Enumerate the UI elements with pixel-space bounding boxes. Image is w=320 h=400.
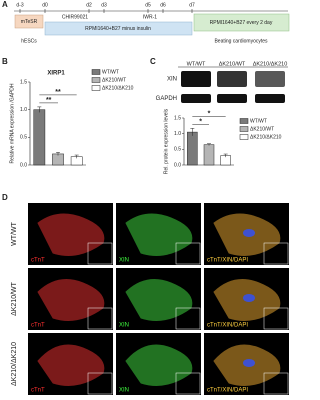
error-bar <box>37 106 42 113</box>
lane-label: WT/WT <box>187 61 206 67</box>
stage-label: hESCs <box>21 38 37 44</box>
legend-label: ΔK210/WT <box>250 126 274 132</box>
significance-label: * <box>199 119 202 126</box>
significance-label: ** <box>55 89 61 96</box>
stage-label: RPMI1640+B27 minus insulin <box>85 26 151 32</box>
stage-label: Beating cardiomyocytes <box>214 38 268 44</box>
error-bar <box>74 154 79 159</box>
inset <box>175 372 201 395</box>
y-tick-label: 1.5 <box>174 115 181 121</box>
cell-stain <box>125 279 193 321</box>
y-axis-label: Relative mRNA expression /GAPDH <box>9 83 15 163</box>
y-tick-label: 0.5 <box>20 135 27 141</box>
maintenance-box <box>193 13 290 32</box>
y-tick-label: 0.5 <box>174 147 181 153</box>
nucleus-stain <box>243 359 255 367</box>
bar <box>187 131 198 166</box>
lane-label: ΔK210/ΔK210 <box>253 61 288 67</box>
legend-label: WT/WT <box>250 118 267 124</box>
channel-label: XIN <box>119 388 129 394</box>
gapdh-band <box>255 94 285 103</box>
cell-stain <box>37 344 105 386</box>
row-label: ΔK210/WT <box>11 281 18 316</box>
day-label: d6 <box>160 2 166 8</box>
legend-swatch <box>239 118 249 124</box>
y-tick-label: 1.0 <box>20 107 27 113</box>
stage-label: mTeSR <box>21 19 38 25</box>
cell-stain <box>37 213 105 256</box>
y-tick-label: 0.0 <box>174 162 181 168</box>
inset <box>263 372 289 395</box>
day-label: d3 <box>101 2 107 8</box>
inset <box>87 307 113 330</box>
y-tick-label: 0.0 <box>20 162 27 168</box>
channel-label: XIN <box>119 323 129 329</box>
legend-label: ΔK210/ΔK210 <box>250 134 282 140</box>
channel-label: cTnT/XIN/DAPI <box>207 258 248 264</box>
y-axis-label: Rel. protein expression levels <box>163 108 169 174</box>
protein-label: GAPDH <box>156 96 177 102</box>
day-label: d-3 <box>16 2 23 8</box>
legend-swatch <box>91 85 101 91</box>
bar <box>203 144 215 166</box>
error-bar <box>190 128 195 136</box>
stage-label: CHIR99021 <box>62 14 88 20</box>
y-tick-label: 1.5 <box>20 79 27 85</box>
cell-stain <box>125 344 193 386</box>
xin-band <box>181 71 211 87</box>
legend-label: ΔK210/WT <box>102 77 126 83</box>
panel-label: D <box>2 193 8 202</box>
bar <box>33 109 46 166</box>
figure: A B C Dd-3 d0 d2 d3 d5 d6 d7 mTeSR hESCs CHIR99021 RP… <box>2 0 290 395</box>
protein-label: XIN <box>167 77 177 83</box>
error-bar <box>223 153 228 158</box>
legend-label: ΔK210/ΔK210 <box>102 85 134 91</box>
channel-label: XIN <box>119 258 129 264</box>
row-label: ΔK210/ΔK210 <box>11 342 18 386</box>
gapdh-band <box>181 94 211 103</box>
significance-label: ** <box>46 97 52 104</box>
lane-label: ΔK210/WT <box>219 61 246 67</box>
nucleus-stain <box>243 229 255 237</box>
legend-label: WT/WT <box>102 69 119 75</box>
channel-label: cTnT/XIN/DAPI <box>207 323 248 329</box>
inset <box>87 242 113 265</box>
significance-label: * <box>208 111 211 118</box>
legend-swatch <box>91 69 101 75</box>
day-label: d7 <box>189 2 195 8</box>
panel-label: A <box>2 0 8 9</box>
inset <box>263 242 289 265</box>
legend-swatch <box>91 77 101 83</box>
error-bar <box>56 152 60 156</box>
inset <box>175 242 201 265</box>
channel-label: cTnT <box>31 388 45 394</box>
inset <box>87 372 113 395</box>
chart-title: XIRP1 <box>47 71 65 77</box>
row-label: WT/WT <box>11 221 18 245</box>
channel-label: cTnT <box>31 323 45 329</box>
panel-label: C <box>150 57 156 66</box>
mtesr-box <box>14 14 44 29</box>
channel-label: cTnT <box>31 258 45 264</box>
cell-stain <box>125 213 193 256</box>
inset <box>263 307 289 330</box>
xin-band <box>255 71 285 87</box>
xin-band <box>217 71 247 87</box>
day-label: d0 <box>42 2 48 8</box>
legend-swatch <box>239 134 249 140</box>
cell-stain <box>37 279 105 321</box>
day-label: d5 <box>145 2 151 8</box>
nucleus-stain <box>243 294 255 302</box>
inset <box>175 307 201 330</box>
channel-label: cTnT/XIN/DAPI <box>207 388 248 394</box>
insulin-free-box <box>44 21 193 36</box>
stage-label: RPMI1640+B27 every 2 day <box>210 20 273 26</box>
panel-label: B <box>2 57 8 66</box>
legend-swatch <box>239 126 249 132</box>
gapdh-band <box>217 94 247 103</box>
stage-label: IWR-1 <box>143 14 157 20</box>
y-tick-label: 1.0 <box>174 131 181 137</box>
error-bar <box>207 143 211 146</box>
day-label: d2 <box>86 2 92 8</box>
